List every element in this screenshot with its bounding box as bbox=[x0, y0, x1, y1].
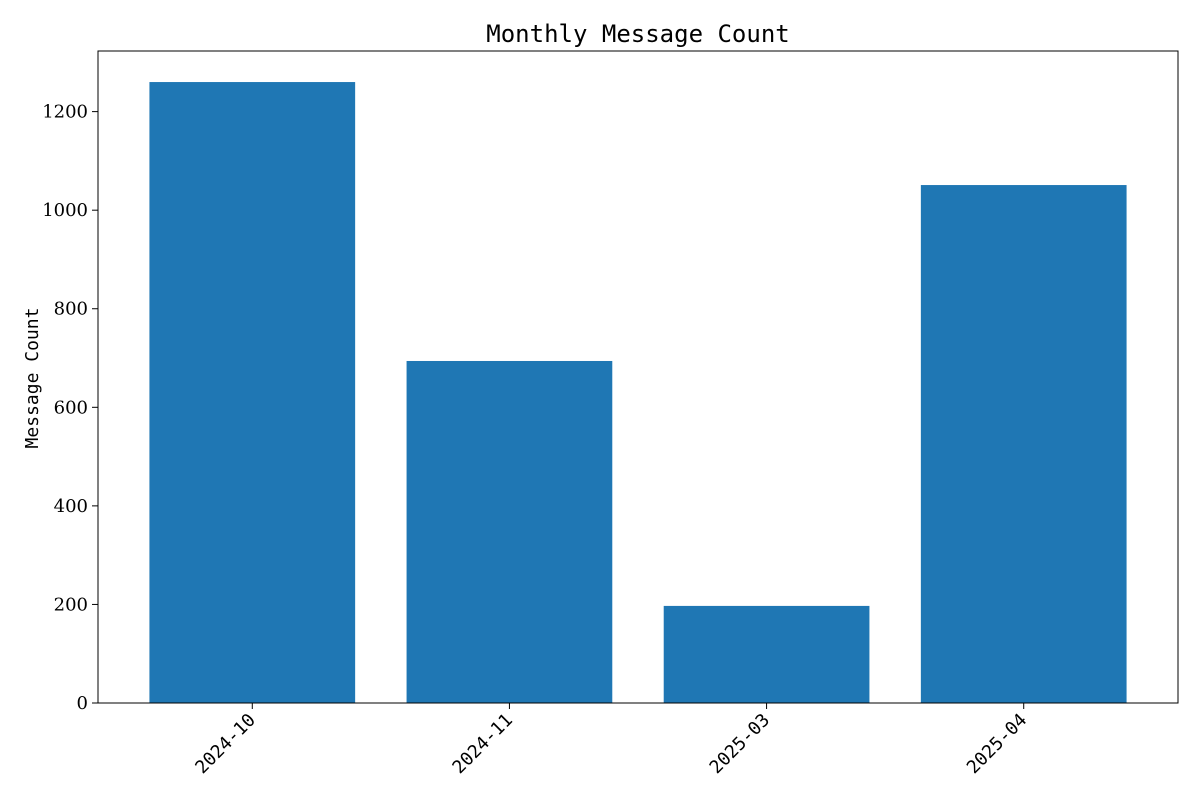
bar-2025-03 bbox=[663, 605, 870, 703]
y-tick-label: 800 bbox=[54, 299, 88, 320]
y-axis-label: Message Count bbox=[22, 308, 43, 449]
y-tick-label: 200 bbox=[54, 594, 88, 615]
chart-title: Monthly Message Count bbox=[486, 20, 789, 48]
plot-frame bbox=[97, 50, 1179, 704]
y-tick-label: 400 bbox=[54, 496, 88, 517]
y-tick-label: 1200 bbox=[42, 102, 88, 123]
bar-2024-10 bbox=[149, 82, 356, 704]
y-tick-label: 0 bbox=[77, 693, 88, 714]
bars bbox=[149, 82, 1127, 704]
y-axis-ticks: 0 200 400 600 800 1000 1200 bbox=[42, 102, 98, 714]
bar-2024-11 bbox=[406, 360, 613, 703]
y-tick-label: 1000 bbox=[42, 200, 88, 221]
y-tick-label: 600 bbox=[54, 397, 88, 418]
bar-2025-04 bbox=[920, 185, 1127, 703]
